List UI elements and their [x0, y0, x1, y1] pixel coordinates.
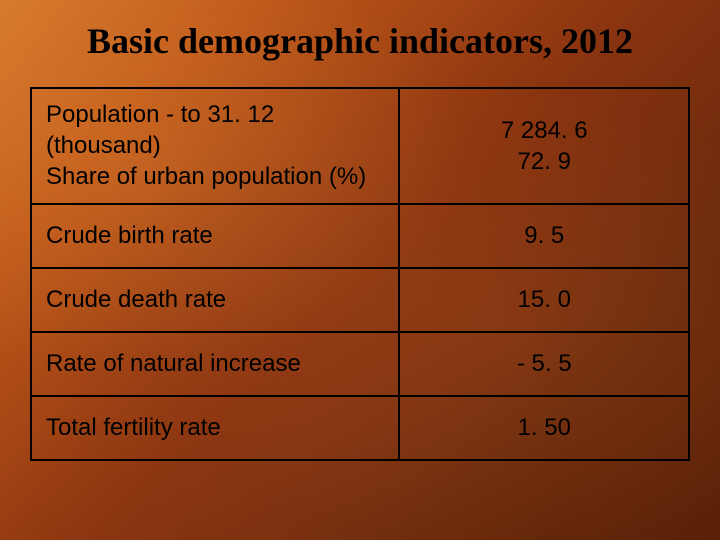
row-value-cell: - 5. 5: [399, 332, 689, 396]
row-label-cell: Rate of natural increase: [31, 332, 399, 396]
table-row: Population - to 31. 12 (thousand) Share …: [31, 88, 689, 204]
row-value-cell: 1. 50: [399, 396, 689, 460]
row-value-cell: 15. 0: [399, 268, 689, 332]
value-line: 72. 9: [414, 146, 674, 177]
value-line: 7 284. 6: [414, 115, 674, 146]
table-row: Rate of natural increase - 5. 5: [31, 332, 689, 396]
row-value-cell: 9. 5: [399, 204, 689, 268]
row-label-cell: Population - to 31. 12 (thousand) Share …: [31, 88, 399, 204]
demographics-table: Population - to 31. 12 (thousand) Share …: [30, 87, 690, 461]
slide-title: Basic demographic indicators, 2012: [30, 20, 690, 62]
table-row: Crude death rate 15. 0: [31, 268, 689, 332]
row-label-cell: Total fertility rate: [31, 396, 399, 460]
row-value-cell: 7 284. 6 72. 9: [399, 88, 689, 204]
row-label-cell: Crude birth rate: [31, 204, 399, 268]
label-line: (thousand): [46, 130, 384, 161]
table-row: Crude birth rate 9. 5: [31, 204, 689, 268]
label-line: Population - to 31. 12: [46, 99, 384, 130]
label-line: Share of urban population (%): [46, 161, 384, 192]
row-label-cell: Crude death rate: [31, 268, 399, 332]
table-row: Total fertility rate 1. 50: [31, 396, 689, 460]
slide-container: Basic demographic indicators, 2012 Popul…: [0, 0, 720, 540]
